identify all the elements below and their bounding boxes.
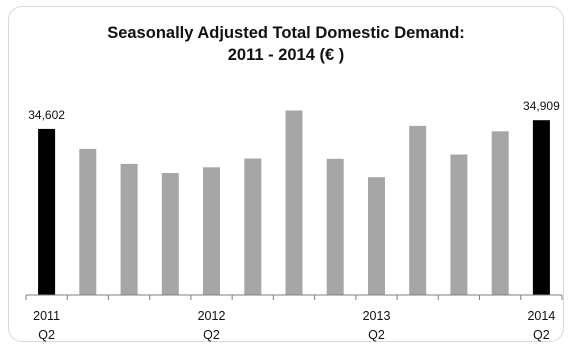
x-tick-label-quarter: Q2 (368, 328, 385, 342)
x-tick-label-year: 2012 (198, 309, 226, 323)
x-tick-label-quarter: Q2 (533, 328, 550, 342)
bar-2012-q1 (161, 173, 179, 295)
chart-title-line-1: Seasonally Adjusted Total Domestic Deman… (107, 24, 465, 42)
bar-2011-q4 (120, 163, 138, 295)
x-tick-label-quarter: Q2 (203, 328, 220, 342)
bar-2014-q1 (491, 131, 509, 295)
chart-title: Seasonally Adjusted Total Domestic Deman… (0, 22, 572, 66)
bar-2013-q1 (326, 158, 344, 295)
bar-2011-q2 (38, 128, 56, 295)
bar-2011-q3 (79, 148, 97, 295)
bar-2012-q4 (285, 110, 303, 295)
x-tick-label-quarter: Q2 (38, 328, 55, 342)
bar-2014-q2 (532, 120, 550, 295)
x-tick-label-year: 2014 (527, 309, 555, 323)
bar-2013-q4 (450, 154, 468, 295)
x-tick-label-year: 2013 (363, 309, 391, 323)
chart-title-line-2: 2011 - 2014 (€ ) (227, 46, 345, 64)
bar-2013-q2 (368, 177, 385, 295)
bar-2012-q2 (203, 167, 220, 295)
data-label: 34,909 (523, 99, 560, 113)
x-tick-label-year: 2011 (33, 309, 60, 323)
data-label: 34,602 (28, 108, 65, 122)
bar-2012-q3 (244, 158, 262, 295)
bar-2013-q3 (409, 125, 427, 296)
